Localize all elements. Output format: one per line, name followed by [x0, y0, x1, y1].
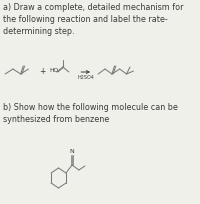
Text: b) Show how the following molecule can be
synthesized from benzene: b) Show how the following molecule can b…: [3, 103, 177, 124]
Text: HO: HO: [49, 68, 58, 72]
Text: +: +: [39, 68, 45, 76]
Text: N: N: [70, 149, 74, 154]
Text: H2SO4: H2SO4: [77, 75, 94, 80]
Text: a) Draw a complete, detailed mechanism for
the following reaction and label the : a) Draw a complete, detailed mechanism f…: [3, 3, 183, 36]
